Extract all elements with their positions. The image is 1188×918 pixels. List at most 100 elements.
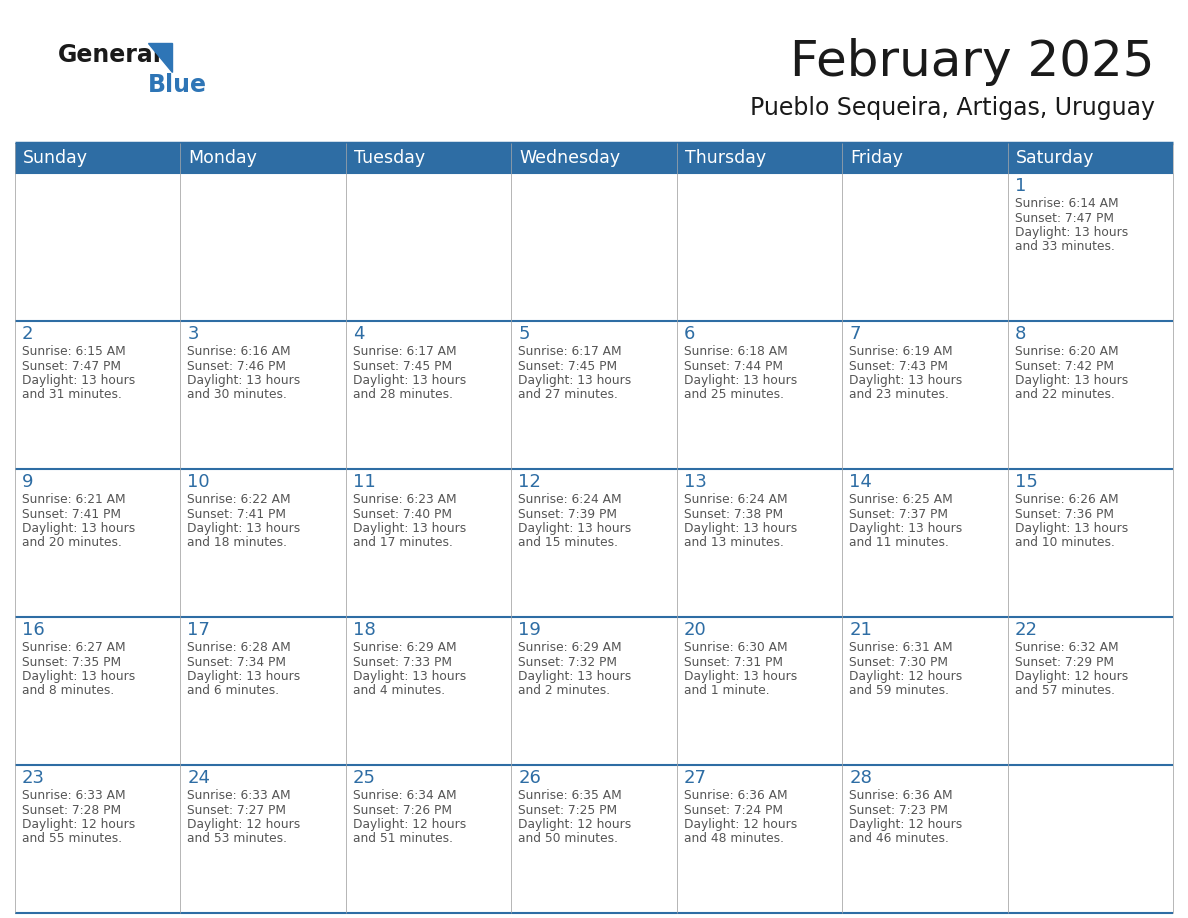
Text: 4: 4 bbox=[353, 325, 365, 343]
Text: General: General bbox=[58, 43, 162, 67]
Text: Daylight: 13 hours: Daylight: 13 hours bbox=[188, 374, 301, 387]
Text: and 1 minute.: and 1 minute. bbox=[684, 685, 770, 698]
Text: and 46 minutes.: and 46 minutes. bbox=[849, 833, 949, 845]
Bar bbox=[15, 617, 181, 765]
Text: Sunset: 7:46 PM: Sunset: 7:46 PM bbox=[188, 360, 286, 373]
Bar bbox=[677, 469, 842, 617]
Text: Sunrise: 6:33 AM: Sunrise: 6:33 AM bbox=[23, 789, 126, 802]
Text: Sunrise: 6:27 AM: Sunrise: 6:27 AM bbox=[23, 641, 126, 654]
Text: and 18 minutes.: and 18 minutes. bbox=[188, 536, 287, 550]
Text: 7: 7 bbox=[849, 325, 860, 343]
Text: 8: 8 bbox=[1015, 325, 1026, 343]
Text: Sunrise: 6:29 AM: Sunrise: 6:29 AM bbox=[353, 641, 456, 654]
Text: Daylight: 13 hours: Daylight: 13 hours bbox=[1015, 226, 1127, 239]
Text: Daylight: 13 hours: Daylight: 13 hours bbox=[353, 522, 466, 535]
Text: and 17 minutes.: and 17 minutes. bbox=[353, 536, 453, 550]
Text: Sunrise: 6:23 AM: Sunrise: 6:23 AM bbox=[353, 493, 456, 506]
Bar bbox=[181, 765, 346, 913]
Text: Monday: Monday bbox=[189, 149, 258, 167]
Text: 12: 12 bbox=[518, 473, 542, 491]
Text: and 22 minutes.: and 22 minutes. bbox=[1015, 388, 1114, 401]
Bar bbox=[15, 143, 181, 173]
Text: Daylight: 13 hours: Daylight: 13 hours bbox=[684, 522, 797, 535]
Text: Sunset: 7:23 PM: Sunset: 7:23 PM bbox=[849, 803, 948, 816]
Text: Daylight: 13 hours: Daylight: 13 hours bbox=[684, 374, 797, 387]
Text: Daylight: 12 hours: Daylight: 12 hours bbox=[353, 818, 466, 831]
Text: and 4 minutes.: and 4 minutes. bbox=[353, 685, 446, 698]
Text: Sunrise: 6:30 AM: Sunrise: 6:30 AM bbox=[684, 641, 788, 654]
Text: Sunrise: 6:24 AM: Sunrise: 6:24 AM bbox=[518, 493, 621, 506]
Text: Daylight: 13 hours: Daylight: 13 hours bbox=[684, 670, 797, 683]
Text: Sunrise: 6:36 AM: Sunrise: 6:36 AM bbox=[849, 789, 953, 802]
Text: 5: 5 bbox=[518, 325, 530, 343]
Bar bbox=[842, 143, 1007, 173]
Text: Sunday: Sunday bbox=[23, 149, 88, 167]
Bar bbox=[677, 173, 842, 321]
Text: Sunset: 7:47 PM: Sunset: 7:47 PM bbox=[23, 360, 121, 373]
Text: Sunset: 7:29 PM: Sunset: 7:29 PM bbox=[1015, 655, 1113, 668]
Bar bbox=[842, 321, 1007, 469]
Text: Daylight: 13 hours: Daylight: 13 hours bbox=[849, 522, 962, 535]
Text: and 8 minutes.: and 8 minutes. bbox=[23, 685, 114, 698]
Text: February 2025: February 2025 bbox=[790, 38, 1155, 86]
Text: and 15 minutes.: and 15 minutes. bbox=[518, 536, 618, 550]
Bar bbox=[677, 617, 842, 765]
Text: 23: 23 bbox=[23, 769, 45, 787]
Text: Daylight: 13 hours: Daylight: 13 hours bbox=[518, 522, 632, 535]
Text: Wednesday: Wednesday bbox=[519, 149, 620, 167]
Bar bbox=[15, 321, 181, 469]
Text: Saturday: Saturday bbox=[1016, 149, 1094, 167]
Text: Sunset: 7:43 PM: Sunset: 7:43 PM bbox=[849, 360, 948, 373]
Bar bbox=[842, 617, 1007, 765]
Text: Sunset: 7:31 PM: Sunset: 7:31 PM bbox=[684, 655, 783, 668]
Bar bbox=[842, 765, 1007, 913]
Text: 26: 26 bbox=[518, 769, 542, 787]
Text: Daylight: 13 hours: Daylight: 13 hours bbox=[188, 670, 301, 683]
Text: 16: 16 bbox=[23, 621, 45, 639]
Text: Friday: Friday bbox=[851, 149, 903, 167]
Text: and 20 minutes.: and 20 minutes. bbox=[23, 536, 122, 550]
Bar bbox=[346, 469, 511, 617]
Text: Tuesday: Tuesday bbox=[354, 149, 425, 167]
Text: Daylight: 12 hours: Daylight: 12 hours bbox=[1015, 670, 1127, 683]
Text: Sunrise: 6:14 AM: Sunrise: 6:14 AM bbox=[1015, 197, 1118, 210]
Text: Daylight: 13 hours: Daylight: 13 hours bbox=[188, 522, 301, 535]
Text: Sunrise: 6:21 AM: Sunrise: 6:21 AM bbox=[23, 493, 126, 506]
Bar bbox=[346, 617, 511, 765]
Text: and 13 minutes.: and 13 minutes. bbox=[684, 536, 784, 550]
Text: Daylight: 13 hours: Daylight: 13 hours bbox=[518, 670, 632, 683]
Text: Sunset: 7:38 PM: Sunset: 7:38 PM bbox=[684, 508, 783, 521]
Bar bbox=[677, 143, 842, 173]
Text: Sunset: 7:28 PM: Sunset: 7:28 PM bbox=[23, 803, 121, 816]
Text: Daylight: 13 hours: Daylight: 13 hours bbox=[518, 374, 632, 387]
Text: 11: 11 bbox=[353, 473, 375, 491]
Text: 18: 18 bbox=[353, 621, 375, 639]
Text: Sunset: 7:27 PM: Sunset: 7:27 PM bbox=[188, 803, 286, 816]
Text: 21: 21 bbox=[849, 621, 872, 639]
Bar bbox=[346, 765, 511, 913]
Bar bbox=[346, 321, 511, 469]
Polygon shape bbox=[148, 43, 172, 72]
Text: Sunset: 7:25 PM: Sunset: 7:25 PM bbox=[518, 803, 618, 816]
Text: Thursday: Thursday bbox=[684, 149, 766, 167]
Bar bbox=[511, 617, 677, 765]
Text: Sunset: 7:35 PM: Sunset: 7:35 PM bbox=[23, 655, 121, 668]
Text: Sunrise: 6:18 AM: Sunrise: 6:18 AM bbox=[684, 345, 788, 358]
Text: Sunset: 7:44 PM: Sunset: 7:44 PM bbox=[684, 360, 783, 373]
Text: Sunrise: 6:20 AM: Sunrise: 6:20 AM bbox=[1015, 345, 1118, 358]
Text: 3: 3 bbox=[188, 325, 198, 343]
Text: 25: 25 bbox=[353, 769, 375, 787]
Text: Sunrise: 6:17 AM: Sunrise: 6:17 AM bbox=[518, 345, 621, 358]
Text: Daylight: 13 hours: Daylight: 13 hours bbox=[23, 670, 135, 683]
Text: Sunrise: 6:24 AM: Sunrise: 6:24 AM bbox=[684, 493, 788, 506]
Text: Sunrise: 6:28 AM: Sunrise: 6:28 AM bbox=[188, 641, 291, 654]
Bar bbox=[842, 469, 1007, 617]
Text: Sunrise: 6:31 AM: Sunrise: 6:31 AM bbox=[849, 641, 953, 654]
Bar bbox=[181, 617, 346, 765]
Text: 24: 24 bbox=[188, 769, 210, 787]
Text: Sunrise: 6:32 AM: Sunrise: 6:32 AM bbox=[1015, 641, 1118, 654]
Text: 2: 2 bbox=[23, 325, 33, 343]
Text: and 11 minutes.: and 11 minutes. bbox=[849, 536, 949, 550]
Text: 1: 1 bbox=[1015, 177, 1026, 195]
Bar bbox=[15, 469, 181, 617]
